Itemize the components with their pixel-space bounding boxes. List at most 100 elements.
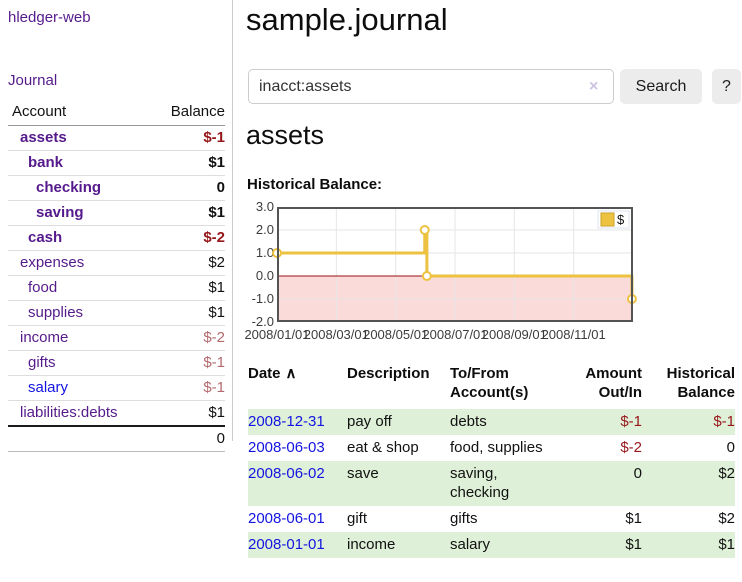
transaction-amount: $-1 (620, 413, 642, 430)
account-balance: $1 (149, 150, 225, 176)
account-link[interactable]: food (28, 279, 58, 296)
x-tick-label: 2008/01/01 (244, 327, 310, 342)
transaction-row: 2008-06-03 eat & shop food, supplies $-2 0 (248, 435, 735, 461)
transaction-accounts: gifts (450, 510, 478, 527)
accounts-col-account: Account (8, 101, 150, 126)
page-title: sample.journal (246, 2, 448, 37)
account-balance: $-1 (149, 375, 225, 401)
account-row: salary $-1 (8, 375, 225, 401)
account-balance: $2 (149, 250, 225, 276)
clear-search-icon[interactable]: × (589, 78, 599, 95)
register-col-description: Description (347, 365, 430, 382)
sidebar: hledger-web Journal Account Balance asse… (0, 0, 233, 452)
search-button[interactable]: Search (620, 69, 702, 104)
transaction-accounts: food, supplies (450, 439, 543, 456)
account-row: checking 0 (8, 175, 225, 201)
transaction-amount: $-2 (620, 439, 642, 456)
y-tick-label: -1.0 (251, 291, 274, 306)
historical-balance-chart: 3.0 2.0 1.0 0.0 -1.0 -2.0 $ 2008/01/01 2008/03… (244, 199, 742, 348)
account-link[interactable]: checking (36, 179, 102, 196)
account-row: bank $1 (8, 150, 225, 176)
y-tick-label: 0.0 (255, 268, 274, 283)
transaction-amount: $1 (625, 536, 642, 553)
app-brand-link[interactable]: hledger-web (8, 9, 91, 26)
account-balance: $1 (149, 400, 225, 426)
y-tick-label: 1.0 (255, 245, 274, 260)
accounts-table-header: Account Balance (8, 101, 225, 126)
x-tick-label: 2008/09/01 (481, 327, 547, 342)
account-link[interactable]: gifts (28, 354, 56, 371)
register-table-body: 2008-12-31 pay off debts $-1 $-1 2008-06-03 ea… (248, 409, 735, 558)
transaction-date-link[interactable]: 2008-06-03 (248, 439, 325, 456)
account-balance: $1 (149, 275, 225, 301)
transaction-amount: $1 (625, 510, 642, 527)
account-row: saving $1 (8, 200, 225, 226)
x-tick-label: 2008/11/01 (541, 327, 606, 342)
account-link[interactable]: salary (28, 379, 69, 396)
register-header-row: Date ∧ Description To/From Account(s) Amo… (248, 362, 735, 409)
x-tick-label: 2008/07/01 (422, 327, 488, 342)
account-balance: $1 (149, 300, 225, 326)
historical-balance-label: Historical Balance: (247, 176, 383, 193)
search-input[interactable] (248, 69, 614, 104)
transaction-date-link[interactable]: 2008-06-02 (248, 465, 325, 482)
register-table: Date ∧ Description To/From Account(s) Amo… (248, 362, 735, 558)
sort-asc-icon: ∧ (285, 365, 297, 382)
transaction-accounts: saving, checking (450, 465, 510, 501)
plot-border (277, 207, 633, 322)
register-col-balance: Historical Balance (666, 365, 735, 401)
transaction-balance: $2 (718, 510, 735, 527)
account-balance: 0 (149, 175, 225, 201)
transaction-description: income (347, 536, 396, 553)
account-row: expenses $2 (8, 250, 225, 276)
account-balance: $-2 (149, 225, 225, 251)
register-col-accounts: To/From Account(s) (450, 365, 529, 401)
transaction-balance: $2 (718, 465, 735, 482)
register-col-amount: Amount Out/In (585, 365, 642, 401)
account-row: income $-2 (8, 325, 225, 351)
accounts-col-balance: Balance (149, 101, 225, 126)
transaction-row: 2008-06-02 save saving, checking 0 $2 (248, 461, 735, 506)
account-link[interactable]: assets (20, 129, 67, 146)
transaction-balance: 0 (726, 439, 735, 456)
transaction-date-link[interactable]: 2008-06-01 (248, 510, 325, 527)
data-point-marker (421, 271, 432, 281)
account-heading: assets (246, 120, 325, 150)
help-button[interactable]: ? (712, 69, 741, 104)
y-tick-label: 3.0 (255, 199, 274, 214)
account-link[interactable]: cash (28, 229, 63, 246)
transaction-description: pay off (347, 413, 392, 430)
account-link[interactable]: supplies (28, 304, 84, 321)
transaction-balance: $-1 (713, 413, 735, 430)
accounts-total-spacer (8, 425, 150, 452)
transaction-balance: $1 (718, 536, 735, 553)
register-col-date[interactable]: Date ∧ (248, 365, 297, 382)
sidebar-item-journal[interactable]: Journal (8, 72, 58, 89)
account-link[interactable]: income (20, 329, 69, 346)
account-link[interactable]: liabilities:debts (20, 404, 118, 421)
transaction-date-link[interactable]: 2008-01-01 (248, 536, 325, 553)
account-row: cash $-2 (8, 225, 225, 251)
account-row: food $1 (8, 275, 225, 301)
data-point-marker (419, 225, 430, 235)
account-link[interactable]: bank (28, 154, 64, 171)
account-row: gifts $-1 (8, 350, 225, 376)
account-link[interactable]: saving (36, 204, 84, 221)
transaction-description: gift (347, 510, 368, 527)
transaction-row: 2008-12-31 pay off debts $-1 $-1 (248, 409, 735, 435)
account-balance: $1 (149, 200, 225, 226)
accounts-total-row: 0 (8, 425, 225, 452)
transaction-date-link[interactable]: 2008-12-31 (248, 413, 325, 430)
x-tick-label: 2008/03/01 (303, 327, 369, 342)
accounts-total-value: 0 (149, 425, 225, 452)
transaction-amount: 0 (633, 465, 642, 482)
transaction-description: eat & shop (347, 439, 419, 456)
transaction-accounts: salary (450, 536, 491, 553)
account-row: liabilities:debts $1 (8, 400, 225, 426)
account-row: supplies $1 (8, 300, 225, 326)
account-link[interactable]: expenses (20, 254, 85, 271)
accounts-table-body: assets $-1 bank $1 checking 0 saving $1 cash $-2 e… (8, 126, 225, 426)
transaction-row: 2008-06-01 gift gifts $1 $2 (248, 506, 735, 532)
transaction-accounts: debts (450, 413, 487, 430)
